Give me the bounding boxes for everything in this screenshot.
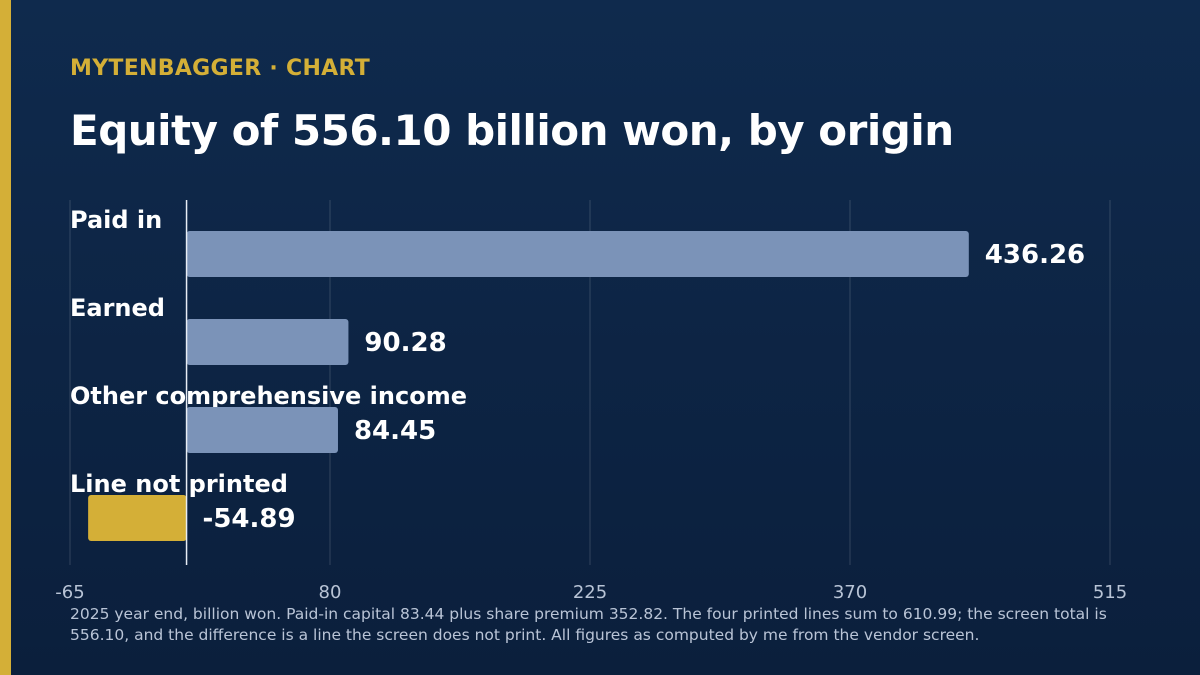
category-label: Paid in — [70, 206, 162, 234]
bar — [186, 231, 969, 277]
value-label: -54.89 — [203, 504, 296, 534]
x-tick-label: 80 — [319, 582, 342, 603]
x-tick-label: -65 — [55, 582, 84, 603]
category-label: Line not printed — [70, 470, 288, 498]
chart-title: Equity of 556.10 billion won, by origin — [70, 106, 954, 155]
bar — [186, 407, 338, 453]
category-label: Other comprehensive income — [70, 382, 467, 410]
x-tick-label: 370 — [833, 582, 867, 603]
x-tick-label: 515 — [1093, 582, 1127, 603]
value-label: 436.26 — [985, 240, 1085, 270]
chart-footnote: 2025 year end, billion won. Paid-in capi… — [70, 605, 1107, 644]
bar — [186, 319, 349, 365]
accent-bar — [0, 0, 11, 675]
bar — [88, 495, 187, 541]
chart-kicker: MYTENBAGGER · CHART — [70, 56, 371, 81]
x-tick-label: 225 — [573, 582, 607, 603]
value-label: 84.45 — [354, 416, 436, 446]
category-label: Earned — [70, 294, 165, 322]
value-label: 90.28 — [364, 328, 446, 358]
